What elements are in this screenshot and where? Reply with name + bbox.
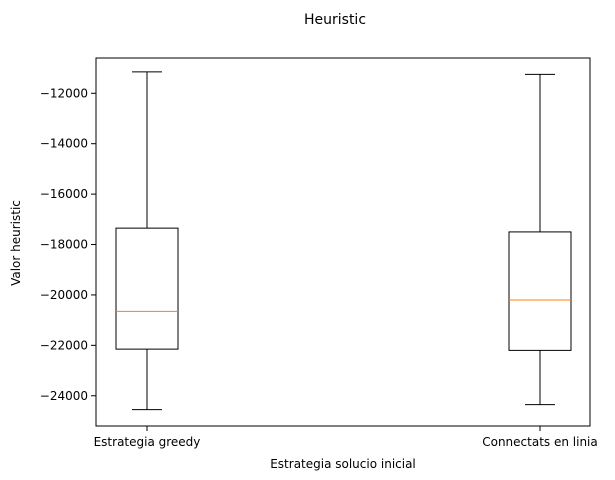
y-tick-label: −14000 [40, 137, 88, 151]
box-iqr [115, 227, 179, 350]
x-axis-label: Estrategia solucio inicial [270, 457, 416, 471]
y-axis-label: Valor heuristic [9, 200, 23, 286]
y-tick-label: −16000 [40, 187, 88, 201]
chart-title: Heuristic [304, 12, 366, 28]
box-group [115, 71, 179, 411]
y-tick-label: −22000 [40, 338, 88, 352]
y-axis: −24000 −22000 −20000 −18000 −16000 −14000 −120… [40, 86, 96, 403]
y-tick-label: −20000 [40, 288, 88, 302]
box-iqr [508, 231, 572, 351]
x-tick-label: Connectats en linia [482, 435, 598, 449]
plot-area [95, 57, 591, 427]
y-tick-label: −12000 [40, 86, 88, 100]
y-tick-label: −18000 [40, 238, 88, 252]
y-tick-label: −24000 [40, 389, 88, 403]
x-tick-label: Estrategia greedy [94, 435, 201, 449]
plot-frame [95, 57, 591, 427]
x-axis: Estrategia greedy Connectats en linia [94, 426, 598, 449]
box-group [508, 73, 572, 406]
